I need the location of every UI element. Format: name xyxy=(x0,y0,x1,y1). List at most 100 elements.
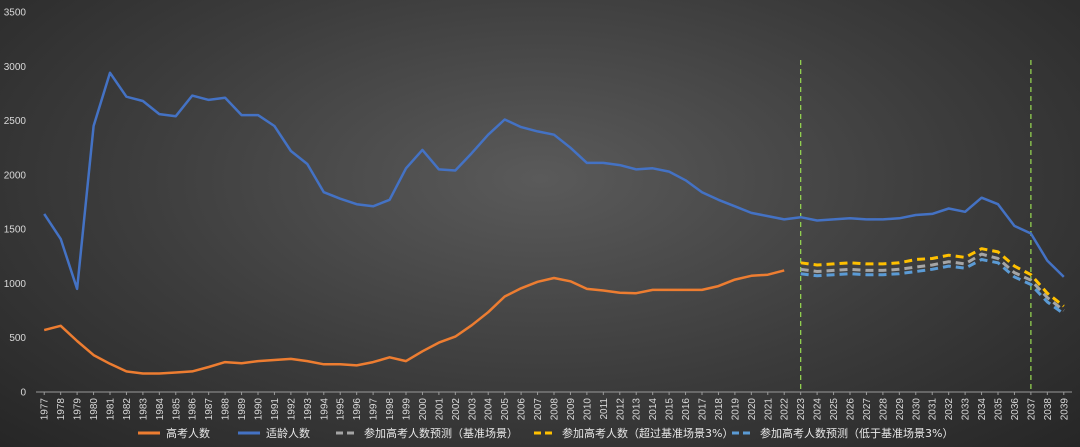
x-tick-label: 2014 xyxy=(648,398,659,421)
data-point xyxy=(487,133,489,135)
x-tick-label: 2018 xyxy=(714,398,725,421)
data-point xyxy=(405,360,407,362)
x-tick-label: 1985 xyxy=(171,398,182,421)
y-tick-label: 3500 xyxy=(4,8,27,19)
data-point xyxy=(980,258,982,260)
data-point xyxy=(701,191,703,193)
data-point xyxy=(816,264,818,266)
data-point xyxy=(207,99,209,101)
data-point xyxy=(158,372,160,374)
x-tick-label: 1988 xyxy=(221,398,232,421)
data-point xyxy=(43,329,45,331)
data-point xyxy=(1013,265,1015,267)
x-tick-label: 1992 xyxy=(286,398,297,421)
data-point xyxy=(388,356,390,358)
data-point xyxy=(536,281,538,283)
data-point xyxy=(191,370,193,372)
data-point xyxy=(454,335,456,337)
x-tick-label: 1978 xyxy=(56,398,67,421)
data-point xyxy=(503,295,505,297)
data-point xyxy=(898,262,900,264)
x-axis-ticks: 1977 1978 1979 1980 1981 1982 1983 1984 1985 1986… xyxy=(40,392,1070,421)
data-point xyxy=(1030,232,1032,234)
data-point xyxy=(306,163,308,165)
data-point xyxy=(734,205,736,207)
data-point xyxy=(898,268,900,270)
x-tick-label: 1977 xyxy=(40,398,51,421)
data-point xyxy=(931,268,933,270)
x-tick-label: 2027 xyxy=(862,398,873,421)
data-point xyxy=(602,162,604,164)
legend-label: 参加高考人数预测（低于基准场景3%） xyxy=(760,426,953,440)
data-point xyxy=(1030,274,1032,276)
data-point xyxy=(750,275,752,277)
data-point xyxy=(273,359,275,361)
data-point xyxy=(915,258,917,260)
legend-label: 适龄人数 xyxy=(266,426,310,440)
data-point xyxy=(915,266,917,268)
data-point xyxy=(767,274,769,276)
data-point xyxy=(586,162,588,164)
data-point xyxy=(767,215,769,217)
data-point xyxy=(339,198,341,200)
data-point xyxy=(1046,296,1048,298)
data-point xyxy=(997,262,999,264)
x-tick-label: 1994 xyxy=(319,398,330,421)
data-point xyxy=(257,360,259,362)
data-point xyxy=(799,268,801,270)
data-point xyxy=(1030,283,1032,285)
x-tick-label: 1981 xyxy=(106,398,117,421)
data-point xyxy=(947,261,949,263)
data-point xyxy=(619,164,621,166)
data-point xyxy=(586,288,588,290)
x-tick-label: 2020 xyxy=(747,398,758,421)
series-lines xyxy=(43,71,1065,375)
data-point xyxy=(224,97,226,99)
x-tick-label: 2006 xyxy=(517,398,528,421)
x-tick-label: 1990 xyxy=(254,398,265,421)
x-tick-label: 2003 xyxy=(467,398,478,421)
x-tick-label: 2017 xyxy=(698,398,709,421)
x-tick-label: 2039 xyxy=(1059,398,1070,421)
data-point xyxy=(372,361,374,363)
x-tick-label: 1982 xyxy=(122,398,133,421)
data-point xyxy=(59,325,61,327)
x-tick-label: 2033 xyxy=(961,398,972,421)
data-point xyxy=(224,361,226,363)
data-point xyxy=(323,191,325,193)
x-tick-label: 2004 xyxy=(484,398,495,421)
data-point xyxy=(553,277,555,279)
data-point xyxy=(882,269,884,271)
data-point xyxy=(619,291,621,293)
x-tick-label: 2028 xyxy=(878,398,889,421)
x-tick-label: 2025 xyxy=(829,398,840,421)
data-point xyxy=(832,218,834,220)
data-point xyxy=(355,364,357,366)
data-point xyxy=(503,118,505,120)
data-point xyxy=(717,199,719,201)
data-point xyxy=(273,125,275,127)
data-point xyxy=(536,130,538,132)
series-line-2 xyxy=(800,252,1065,312)
data-point xyxy=(832,274,834,276)
data-point xyxy=(487,311,489,313)
x-tick-label: 2029 xyxy=(895,398,906,421)
data-point xyxy=(865,269,867,271)
y-tick-label: 500 xyxy=(9,333,26,344)
x-tick-label: 2005 xyxy=(500,398,511,421)
x-tick-label: 2023 xyxy=(796,398,807,421)
y-tick-label: 0 xyxy=(20,388,26,399)
data-point xyxy=(43,213,45,215)
x-tick-label: 2038 xyxy=(1043,398,1054,421)
data-point xyxy=(964,267,966,269)
data-point xyxy=(290,358,292,360)
data-point xyxy=(1063,276,1065,278)
series-line-3 xyxy=(800,247,1065,308)
x-tick-label: 1993 xyxy=(303,398,314,421)
data-point xyxy=(947,254,949,256)
data-point xyxy=(635,168,637,170)
x-tick-label: 2030 xyxy=(911,398,922,421)
data-point xyxy=(882,218,884,220)
data-point xyxy=(947,207,949,209)
